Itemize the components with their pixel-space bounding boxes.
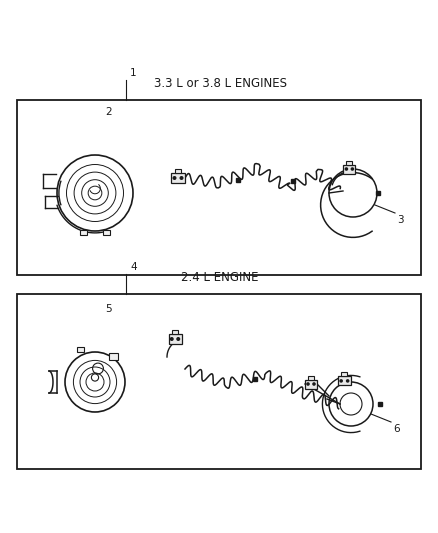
Circle shape: [180, 176, 184, 180]
Bar: [346, 160, 353, 165]
Circle shape: [312, 382, 316, 386]
Text: 3: 3: [397, 215, 404, 225]
Bar: [172, 330, 178, 334]
Text: 4: 4: [130, 262, 137, 272]
Bar: [17, 294, 421, 469]
Text: 3.3 L or 3.8 L ENGINES: 3.3 L or 3.8 L ENGINES: [153, 77, 286, 90]
Circle shape: [339, 379, 343, 383]
Bar: [341, 373, 347, 376]
Bar: [80, 230, 87, 236]
Bar: [109, 353, 117, 360]
Circle shape: [345, 167, 348, 171]
Bar: [103, 230, 110, 236]
Bar: [175, 169, 181, 173]
Bar: [77, 346, 84, 351]
Bar: [17, 100, 421, 275]
Circle shape: [350, 167, 354, 171]
Bar: [305, 379, 317, 389]
Bar: [171, 173, 185, 183]
Text: 6: 6: [393, 424, 399, 434]
Text: 2.4 L ENGINE: 2.4 L ENGINE: [181, 271, 259, 284]
Circle shape: [173, 176, 177, 180]
Text: 5: 5: [105, 304, 112, 314]
Text: 2: 2: [105, 107, 112, 117]
Text: 1: 1: [130, 68, 137, 78]
Bar: [338, 376, 351, 385]
Circle shape: [170, 337, 174, 341]
Circle shape: [346, 379, 350, 383]
Bar: [343, 165, 355, 174]
Bar: [169, 334, 181, 344]
Circle shape: [176, 337, 180, 341]
Circle shape: [306, 382, 310, 386]
Bar: [308, 376, 314, 379]
